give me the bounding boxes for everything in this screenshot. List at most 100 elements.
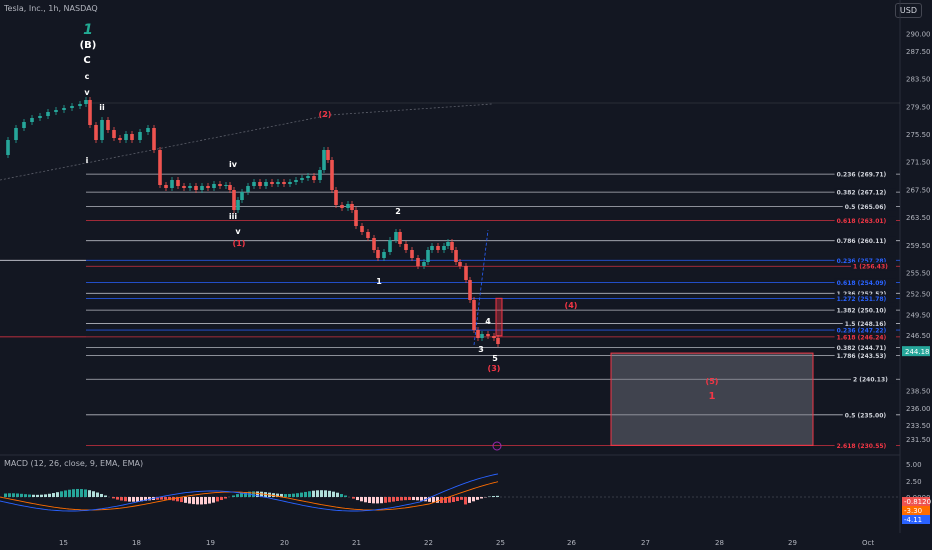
currency-button[interactable]: USD [894, 3, 922, 18]
macd-bar [188, 497, 191, 504]
candle [124, 134, 128, 140]
macd-bar [240, 493, 243, 497]
candle [366, 232, 370, 238]
candle [22, 122, 26, 128]
candle [294, 180, 298, 182]
fib-label: 0.5 (265.06) [845, 204, 887, 211]
macd-bar [280, 493, 283, 497]
macd-bar [96, 492, 99, 497]
macd-bar [308, 491, 311, 497]
candle [176, 180, 180, 186]
candle [382, 252, 386, 258]
candle [14, 128, 18, 140]
wave-label: i [86, 156, 89, 165]
candle [480, 334, 484, 338]
fib-label-bg [834, 343, 896, 352]
marker-circle [492, 441, 502, 451]
macd-bar [356, 497, 359, 501]
y-tick-label: 290.00 [906, 30, 931, 38]
wave-label: (B) [80, 40, 97, 51]
candle [376, 250, 380, 258]
candle [30, 118, 34, 122]
x-tick-label: 27 [641, 539, 650, 547]
y-tick-label: 252.50 [906, 290, 931, 298]
macd-bar [144, 497, 147, 501]
wave-label: iii [229, 212, 237, 221]
y-tick-label: 249.50 [906, 311, 931, 319]
y-tick-label: 231.50 [906, 436, 931, 444]
candle [430, 246, 434, 250]
y-tick-label: 275.50 [906, 131, 931, 139]
fib-label: 0.618 (263.01) [837, 218, 887, 225]
macd-bar [52, 493, 55, 497]
macd-bar [420, 497, 423, 501]
y-tick-label: 263.50 [906, 214, 931, 222]
fib-label-bg [834, 441, 896, 450]
candle [472, 300, 476, 330]
fib-label-bg [834, 216, 896, 225]
candle [360, 226, 364, 232]
candle [388, 240, 392, 252]
fib-label: 1 (256.43) [853, 264, 888, 271]
time-axis: 15 18 19 20 21 22 25 26 27 28 29 Oct [59, 539, 874, 547]
macd-bar [192, 497, 195, 505]
macd-bar [260, 491, 263, 497]
candle [326, 150, 330, 160]
macd-bar [156, 497, 159, 500]
macd-axis-label: 2.50 [906, 478, 922, 486]
candle [334, 190, 338, 205]
candle [458, 262, 462, 266]
macd-pane: 5.002.500.0000-0.8120-3.30-4.11 [0, 461, 931, 524]
macd-bar [472, 497, 475, 502]
macd-value-label: -3.30 [904, 507, 922, 515]
macd-bar [24, 494, 27, 497]
macd-line [0, 473, 499, 512]
macd-bar [256, 491, 259, 497]
macd-bar [208, 497, 211, 504]
macd-bar [272, 493, 275, 497]
macd-bar [68, 489, 71, 497]
candle [130, 134, 134, 140]
macd-bar [44, 494, 47, 497]
candle [264, 182, 268, 186]
macd-bar [340, 494, 343, 497]
fib-label: 1.5 (248.16) [845, 321, 887, 328]
macd-bar [36, 494, 39, 497]
macd-bar [468, 497, 471, 503]
macd-bar [8, 493, 11, 497]
candle [442, 246, 446, 250]
macd-signal-line [0, 481, 499, 511]
wave-label: v [84, 88, 90, 97]
candle [84, 100, 88, 104]
macd-bar [392, 497, 395, 502]
fib-label-bg [851, 262, 896, 271]
candle [330, 160, 334, 190]
wave-label: 1 [709, 391, 716, 402]
fib-label-bg [834, 306, 896, 315]
candle [318, 170, 322, 180]
candle [206, 186, 210, 188]
wave-label: 3 [478, 345, 484, 354]
x-tick-label: 20 [280, 539, 289, 547]
candle [288, 182, 292, 184]
macd-bar [276, 493, 279, 497]
macd-bar [384, 497, 387, 503]
chart-title: Tesla, Inc., 1h, NASDAQ [4, 4, 98, 13]
wave-label: (5) [706, 377, 719, 386]
macd-bar [244, 492, 247, 497]
candle [398, 232, 402, 244]
macd-bar [84, 489, 87, 497]
fib-label: 1.618 (246.24) [837, 334, 887, 341]
candle [194, 186, 198, 190]
x-tick-label: Oct [862, 539, 874, 547]
overlays [0, 102, 900, 451]
macd-value-label: -0.8120 [904, 498, 931, 506]
candle [270, 182, 274, 184]
x-tick-label: 29 [788, 539, 797, 547]
candle [426, 250, 430, 262]
candle [158, 150, 162, 185]
candle [182, 186, 186, 188]
trend-line [329, 103, 493, 116]
candle [276, 182, 280, 184]
